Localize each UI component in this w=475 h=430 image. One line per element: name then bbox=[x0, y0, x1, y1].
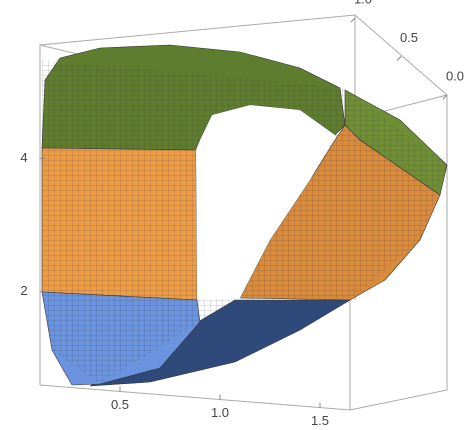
y-tick bbox=[350, 17, 356, 23]
y-tick-label: 1.0 bbox=[354, 0, 372, 6]
z-tick-label: 2 bbox=[20, 283, 27, 298]
x-tick-label: 1.5 bbox=[311, 413, 329, 428]
y-tick bbox=[396, 56, 402, 61]
x-tick-label: 1.0 bbox=[211, 405, 229, 420]
surface bbox=[41, 44, 448, 387]
z-tick-label: 4 bbox=[20, 150, 27, 165]
y-tick bbox=[442, 94, 448, 100]
y-tick-label: 0.5 bbox=[400, 30, 418, 45]
y-tick-label: 0.0 bbox=[446, 68, 464, 83]
x-tick-label: 0.5 bbox=[111, 397, 129, 412]
